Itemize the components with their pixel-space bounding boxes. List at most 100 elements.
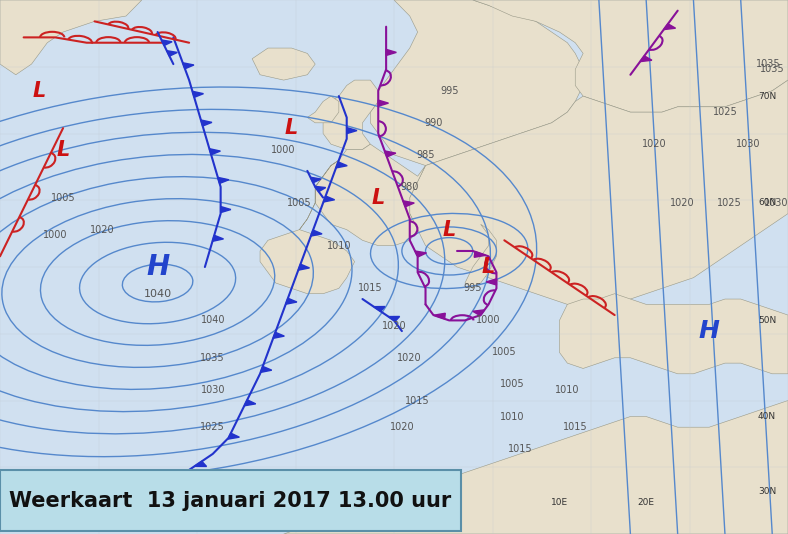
Polygon shape bbox=[415, 251, 426, 257]
Polygon shape bbox=[0, 0, 142, 75]
Text: 1000: 1000 bbox=[476, 316, 501, 325]
Text: 1015: 1015 bbox=[563, 422, 588, 432]
Text: 1020: 1020 bbox=[389, 422, 414, 432]
Text: 1035: 1035 bbox=[200, 353, 225, 363]
Text: 1010: 1010 bbox=[500, 412, 525, 421]
Polygon shape bbox=[663, 24, 675, 29]
Polygon shape bbox=[286, 298, 297, 304]
Text: 1040: 1040 bbox=[143, 289, 172, 299]
Text: 1020: 1020 bbox=[90, 225, 115, 234]
Text: 995: 995 bbox=[440, 86, 459, 96]
Text: 1035: 1035 bbox=[760, 65, 785, 74]
Text: H: H bbox=[146, 253, 169, 281]
Polygon shape bbox=[640, 56, 652, 61]
Text: 10E: 10E bbox=[551, 498, 568, 507]
Text: 1015: 1015 bbox=[358, 284, 383, 293]
Polygon shape bbox=[183, 63, 194, 69]
Polygon shape bbox=[307, 96, 339, 123]
Polygon shape bbox=[167, 51, 177, 56]
Text: 50N: 50N bbox=[758, 316, 776, 325]
Text: 1030: 1030 bbox=[200, 385, 225, 395]
Text: 1005: 1005 bbox=[50, 193, 76, 202]
Text: 1035: 1035 bbox=[756, 59, 781, 69]
Polygon shape bbox=[347, 128, 357, 134]
Polygon shape bbox=[260, 160, 355, 294]
Polygon shape bbox=[323, 80, 378, 150]
Polygon shape bbox=[434, 313, 445, 319]
Text: 1005: 1005 bbox=[500, 380, 525, 389]
Polygon shape bbox=[473, 310, 485, 316]
Text: L: L bbox=[285, 118, 298, 138]
Text: 70N: 70N bbox=[758, 92, 776, 100]
Text: L: L bbox=[482, 257, 495, 277]
Text: L: L bbox=[372, 187, 385, 208]
Polygon shape bbox=[314, 186, 325, 192]
Polygon shape bbox=[192, 91, 203, 97]
Polygon shape bbox=[210, 148, 221, 155]
Text: 1025: 1025 bbox=[712, 107, 738, 117]
Text: 1020: 1020 bbox=[670, 198, 694, 208]
Text: 1005: 1005 bbox=[287, 198, 312, 208]
Text: 1005: 1005 bbox=[492, 348, 517, 357]
Text: 1025: 1025 bbox=[717, 198, 742, 208]
Polygon shape bbox=[158, 486, 170, 491]
FancyBboxPatch shape bbox=[0, 470, 461, 531]
Polygon shape bbox=[299, 264, 310, 270]
Polygon shape bbox=[261, 366, 272, 372]
Text: 1030: 1030 bbox=[736, 139, 761, 149]
Text: 985: 985 bbox=[416, 150, 435, 160]
Text: 1010: 1010 bbox=[326, 241, 351, 250]
Text: L: L bbox=[57, 139, 69, 160]
Polygon shape bbox=[374, 307, 385, 311]
Text: 1020: 1020 bbox=[381, 321, 407, 331]
Polygon shape bbox=[465, 224, 496, 288]
Polygon shape bbox=[195, 461, 206, 467]
Text: 20E: 20E bbox=[637, 498, 655, 507]
Polygon shape bbox=[310, 177, 321, 183]
Polygon shape bbox=[370, 0, 583, 166]
Text: 1000: 1000 bbox=[43, 230, 68, 240]
Text: 1040: 1040 bbox=[200, 316, 225, 325]
Text: L: L bbox=[33, 81, 46, 101]
Text: 1030: 1030 bbox=[764, 198, 788, 208]
Text: 1015: 1015 bbox=[507, 444, 533, 453]
Polygon shape bbox=[385, 151, 396, 157]
Text: 1025: 1025 bbox=[200, 422, 225, 432]
Text: 1020: 1020 bbox=[397, 353, 422, 363]
Polygon shape bbox=[221, 207, 231, 213]
Text: 1020: 1020 bbox=[641, 139, 667, 149]
Text: 1010: 1010 bbox=[555, 385, 580, 395]
Polygon shape bbox=[315, 144, 426, 246]
Polygon shape bbox=[244, 400, 256, 406]
Polygon shape bbox=[228, 433, 240, 439]
Polygon shape bbox=[284, 400, 788, 534]
Polygon shape bbox=[386, 49, 396, 56]
Text: 40N: 40N bbox=[758, 412, 776, 421]
Polygon shape bbox=[273, 332, 284, 339]
Text: Weerkaart  13 januari 2017 13.00 uur: Weerkaart 13 januari 2017 13.00 uur bbox=[9, 491, 452, 511]
Polygon shape bbox=[403, 201, 414, 207]
Polygon shape bbox=[217, 177, 229, 183]
Polygon shape bbox=[474, 252, 485, 257]
Polygon shape bbox=[213, 235, 224, 241]
Polygon shape bbox=[162, 40, 172, 45]
Text: 1015: 1015 bbox=[405, 396, 430, 405]
Polygon shape bbox=[310, 230, 322, 236]
Polygon shape bbox=[486, 279, 496, 285]
Polygon shape bbox=[559, 294, 788, 374]
Text: L: L bbox=[443, 219, 455, 240]
Polygon shape bbox=[336, 162, 348, 168]
Polygon shape bbox=[410, 80, 788, 310]
Text: 995: 995 bbox=[463, 284, 482, 293]
Text: 60N: 60N bbox=[758, 199, 776, 207]
Text: 980: 980 bbox=[400, 182, 419, 192]
Polygon shape bbox=[378, 100, 388, 106]
Polygon shape bbox=[252, 48, 315, 80]
Polygon shape bbox=[323, 196, 335, 202]
Polygon shape bbox=[388, 317, 400, 321]
Polygon shape bbox=[201, 120, 212, 126]
Text: 990: 990 bbox=[424, 118, 443, 128]
Text: H: H bbox=[699, 319, 719, 343]
Text: 1000: 1000 bbox=[271, 145, 296, 154]
Polygon shape bbox=[473, 0, 788, 112]
